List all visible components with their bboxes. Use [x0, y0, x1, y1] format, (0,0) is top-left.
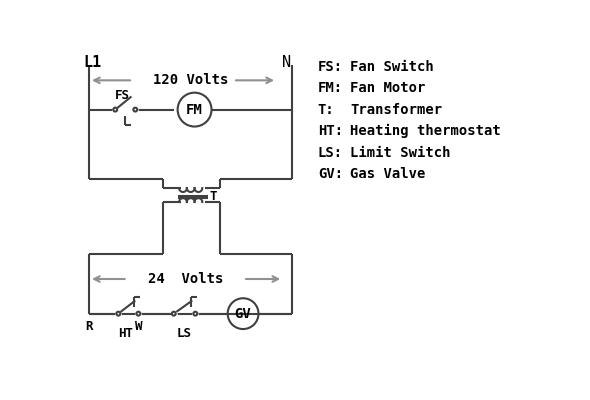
Text: Fan Switch: Fan Switch — [350, 60, 434, 74]
Text: Heating thermostat: Heating thermostat — [350, 124, 501, 138]
Text: 120 Volts: 120 Volts — [153, 73, 228, 87]
Text: R: R — [86, 320, 93, 333]
Text: LS: LS — [177, 327, 192, 340]
Text: N: N — [281, 55, 291, 70]
Text: Fan Motor: Fan Motor — [350, 81, 425, 95]
Text: GV: GV — [235, 307, 251, 321]
Text: Gas Valve: Gas Valve — [350, 167, 425, 181]
Text: FM: FM — [186, 103, 203, 117]
Text: Transformer: Transformer — [350, 103, 442, 117]
Text: T:: T: — [318, 103, 335, 117]
Text: LS:: LS: — [318, 146, 343, 160]
Text: W: W — [135, 320, 143, 333]
Text: L1: L1 — [83, 55, 101, 70]
Text: 24  Volts: 24 Volts — [148, 272, 223, 286]
Text: FS:: FS: — [318, 60, 343, 74]
Text: Limit Switch: Limit Switch — [350, 146, 451, 160]
Text: FS: FS — [115, 89, 130, 102]
Text: GV:: GV: — [318, 167, 343, 181]
Text: T: T — [210, 190, 218, 203]
Text: HT: HT — [119, 327, 133, 340]
Text: HT:: HT: — [318, 124, 343, 138]
Text: FM:: FM: — [318, 81, 343, 95]
